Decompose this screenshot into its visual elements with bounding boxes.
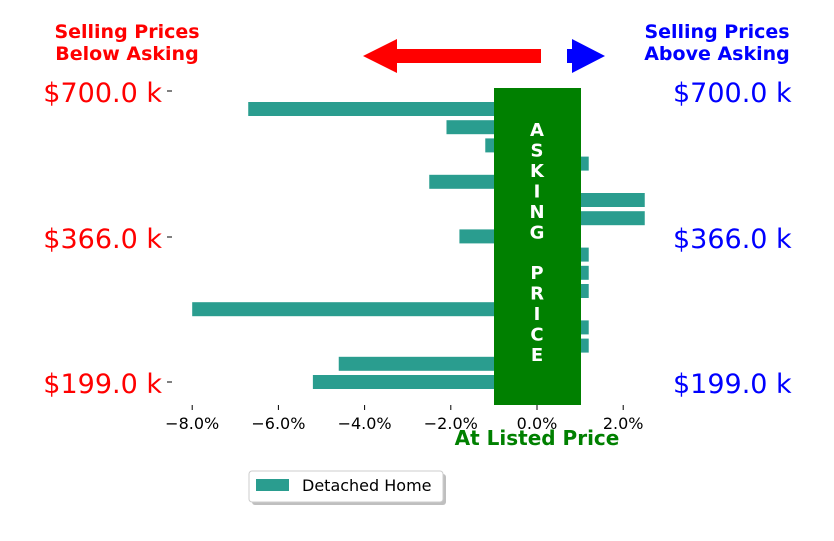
- legend-label: Detached Home: [302, 476, 432, 495]
- x-axis-label: At Listed Price: [455, 426, 620, 450]
- x-tick-label-4: 0.0%: [517, 414, 558, 433]
- title-left-line2: Below Asking: [55, 43, 198, 65]
- y-label-left-mid: $366.0 k: [43, 224, 162, 255]
- arrow-left-icon: [363, 39, 541, 73]
- asking-letter-4: N: [529, 202, 544, 223]
- asking-letter-0: A: [530, 120, 544, 141]
- bar-14: [338, 356, 537, 371]
- legend: Detached Home: [248, 470, 446, 505]
- title-left-line1: Selling Prices: [54, 21, 199, 43]
- y-label-right-bottom: $199.0 k: [673, 369, 792, 400]
- y-label-left-top: $700.0 k: [43, 78, 162, 109]
- title-right-line2: Above Asking: [644, 43, 790, 65]
- asking-letter-5: G: [530, 223, 545, 244]
- x-tick-label-0: −8.0%: [165, 414, 219, 433]
- arrow-right-icon: [567, 39, 605, 73]
- x-tick-label-1: −6.0%: [251, 414, 305, 433]
- title-right-line1: Selling Prices: [644, 21, 789, 43]
- x-axis: −8.0% −6.0% −4.0% −2.0% 0.0% 2.0%: [165, 405, 644, 433]
- asking-letter-8: R: [530, 284, 544, 305]
- asking-letter-3: I: [534, 182, 541, 203]
- x-tick-label-5: 2.0%: [603, 414, 644, 433]
- asking-letter-11: E: [531, 345, 543, 366]
- y-label-right-top: $700.0 k: [673, 78, 792, 109]
- bar-0: [248, 102, 538, 116]
- y-label-left-bottom: $199.0 k: [43, 369, 162, 400]
- y-label-right-mid: $366.0 k: [673, 224, 792, 255]
- asking-letter-1: S: [531, 141, 544, 162]
- asking-letter-9: I: [534, 304, 541, 325]
- asking-letter-2: K: [530, 161, 545, 182]
- asking-letter-10: C: [530, 325, 543, 346]
- legend-swatch: [256, 479, 289, 491]
- x-tick-label-3: −2.0%: [424, 414, 478, 433]
- bar-15: [312, 375, 537, 389]
- bar-11: [192, 302, 537, 317]
- legend-box: [248, 470, 444, 503]
- asking-price-band: [494, 88, 581, 405]
- x-tick-label-2: −4.0%: [338, 414, 392, 433]
- asking-letter-7: P: [530, 263, 543, 284]
